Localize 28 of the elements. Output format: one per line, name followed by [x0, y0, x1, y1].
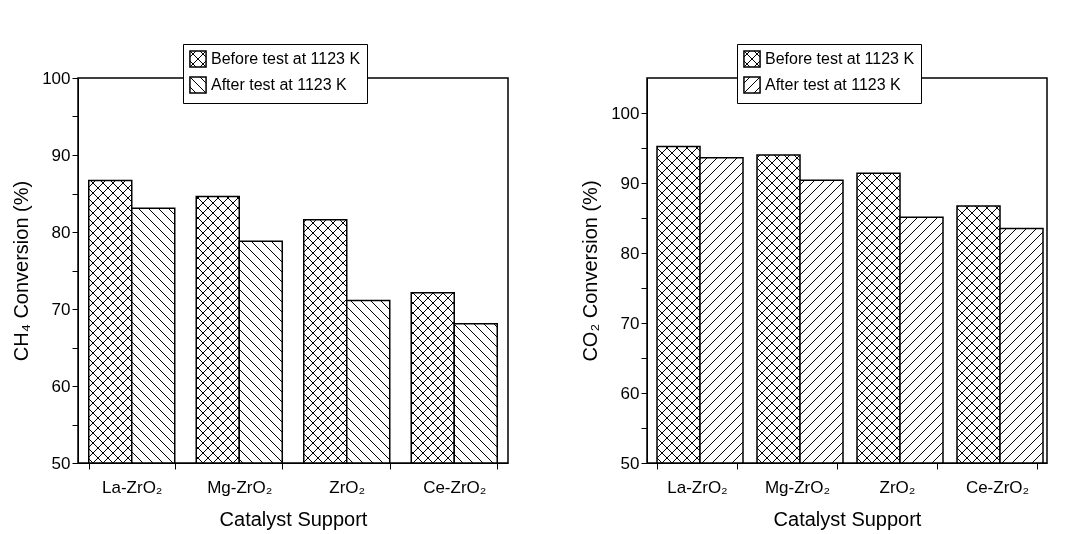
x-tick-label: Ce-ZrO₂ — [965, 477, 1030, 497]
y-tick-label: 90 — [51, 145, 71, 165]
x-axis-title: Catalyst Support — [773, 507, 922, 530]
y-tick-label: 80 — [620, 243, 640, 263]
y-tick-label: 60 — [620, 383, 640, 403]
x-tick-label: La-ZrO₂ — [102, 477, 163, 497]
y-axis-title: CO₂ Conversion (%) — [579, 180, 602, 362]
y-axis-title: CH₄ Conversion (%) — [10, 180, 33, 362]
x-tick-label: ZrO₂ — [879, 477, 916, 497]
y-tick-label: 60 — [51, 376, 71, 396]
legend-label: Before test at 1123 K — [765, 50, 915, 67]
x-tick-label: ZrO₂ — [329, 477, 366, 497]
y-tick-label: 90 — [620, 173, 640, 193]
x-axis-title: Catalyst Support — [219, 507, 368, 530]
y-tick-label: 50 — [620, 453, 640, 473]
y-tick-label: 50 — [51, 453, 71, 473]
legend-label: After test at 1123 K — [765, 76, 902, 93]
y-tick-label: 100 — [611, 103, 640, 123]
y-tick-label: 80 — [51, 222, 71, 242]
legend-label: Before test at 1123 K — [211, 50, 361, 67]
x-tick-label: Mg-ZrO₂ — [207, 477, 273, 497]
legend-label: After test at 1123 K — [211, 76, 348, 93]
y-tick-label: 100 — [42, 68, 71, 88]
x-tick-label: La-ZrO₂ — [667, 477, 728, 497]
x-tick-label: Mg-ZrO₂ — [764, 477, 831, 497]
y-tick-label: 70 — [620, 313, 640, 333]
x-tick-label: Ce-ZrO₂ — [423, 477, 487, 497]
y-tick-label: 70 — [51, 299, 71, 319]
